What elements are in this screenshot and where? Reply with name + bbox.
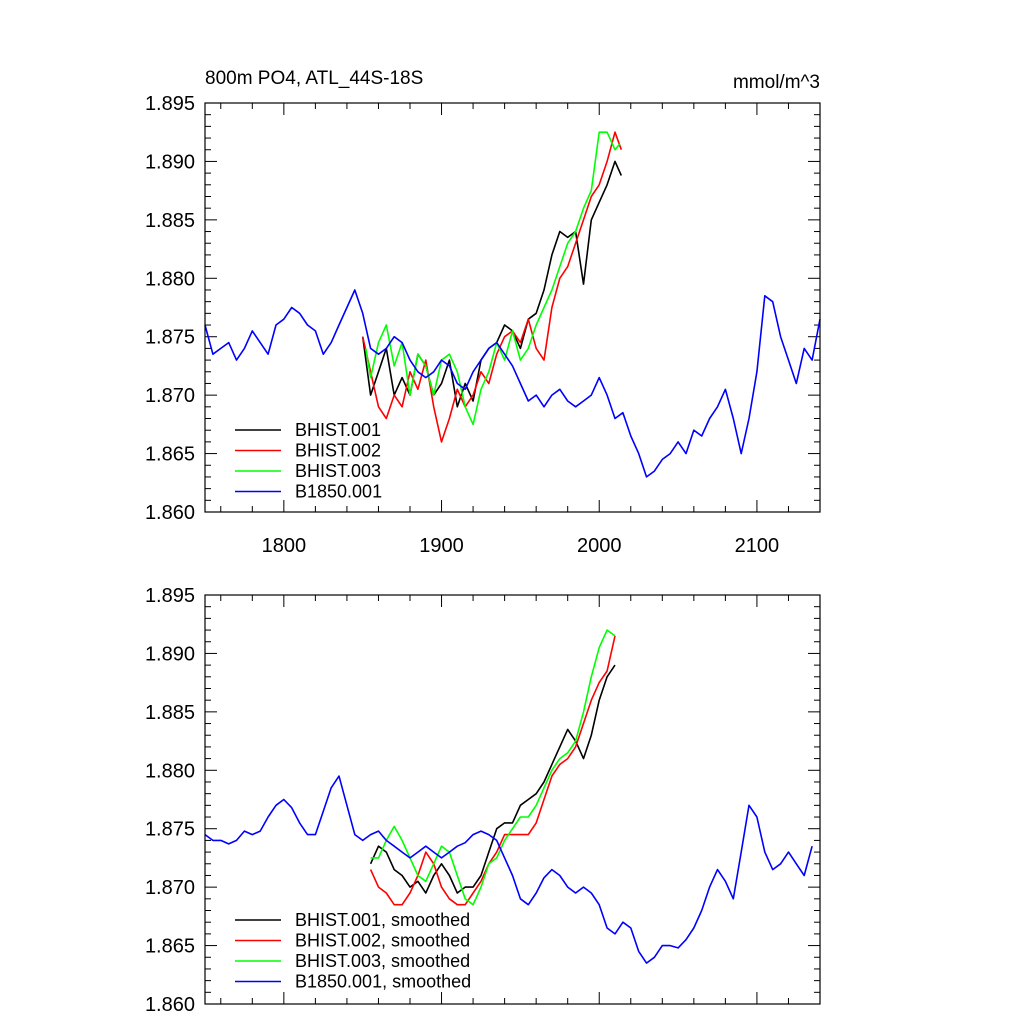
y-tick-label: 1.860	[145, 502, 195, 524]
chart-title: 800m PO4, ATL_44S-18S	[205, 68, 423, 89]
y-tick-label: 1.885	[145, 210, 195, 232]
x-tick-label: 1800	[262, 535, 307, 557]
legend-label: BHIST.001	[295, 420, 381, 440]
legend-label: BHIST.002, smoothed	[295, 931, 470, 951]
legend-label: BHIST.002	[295, 441, 381, 461]
y-tick-label: 1.895	[145, 585, 195, 607]
y-tick-label: 1.895	[145, 93, 195, 115]
series-line	[365, 131, 621, 426]
x-tick-label: 2100	[735, 535, 780, 557]
y-tick-label: 1.880	[145, 760, 195, 782]
y-tick-label: 1.885	[145, 702, 195, 724]
series-line	[369, 635, 616, 906]
y-tick-label: 1.870	[145, 877, 195, 899]
plot-frame	[204, 594, 821, 1005]
lower-panel: 1.860 1.865 1.870 1.875 1.880 1.885 1.890 1.895…	[145, 585, 821, 1016]
y-tick-label: 1.890	[145, 643, 195, 665]
plot-frame	[204, 102, 821, 513]
upper-panel: 800m PO4, ATL_44S-18S mmol/m^3 1.860 1.86…	[145, 68, 821, 557]
y-tick-label: 1.880	[145, 268, 195, 290]
y-tick-label: 1.875	[145, 819, 195, 841]
y-tick-label: 1.870	[145, 385, 195, 407]
legend-label: BHIST.003, smoothed	[295, 951, 470, 971]
legend-label: B1850.001, smoothed	[295, 972, 471, 992]
series-line	[361, 131, 623, 443]
series-line	[204, 775, 813, 964]
x-tick-label: 1900	[419, 535, 464, 557]
y-tick-label: 1.860	[145, 994, 195, 1016]
y-tick-label: 1.865	[145, 444, 195, 466]
x-tick-label: 2000	[577, 535, 622, 557]
legend-label: B1850.001	[295, 482, 382, 502]
series-line	[204, 289, 821, 478]
y-tick-label: 1.865	[145, 936, 195, 958]
legend-label: BHIST.001, smoothed	[295, 910, 470, 930]
series-line	[370, 629, 616, 906]
y-tick-label: 1.890	[145, 151, 195, 173]
units-label: mmol/m^3	[733, 72, 820, 93]
y-tick-label: 1.875	[145, 327, 195, 349]
series-line	[369, 664, 616, 894]
legend-label: BHIST.003	[295, 461, 381, 481]
